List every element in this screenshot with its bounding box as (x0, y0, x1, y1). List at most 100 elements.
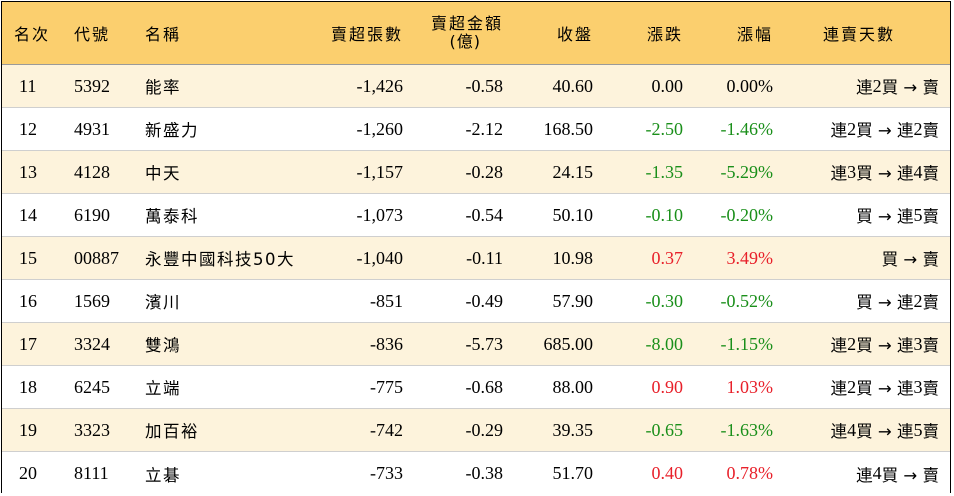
cell-sell-lots: -733 (370, 463, 403, 483)
cell-close: 57.90 (552, 290, 594, 311)
cell-sell-amount: -0.29 (465, 419, 504, 440)
cell-name: 立端 (145, 379, 181, 398)
cell-sell-amount: -0.28 (465, 161, 504, 182)
cell-code: 3323 (74, 419, 110, 440)
cell-close: 40.60 (552, 75, 594, 96)
cell-rank: 20 (19, 463, 37, 483)
table-row: 15 00887 永豐中國科技50大 -1,040 -0.11 10.98 0.37 3.49… (2, 237, 950, 280)
cell-rank: 12 (19, 118, 37, 139)
cell-change: -0.65 (645, 419, 684, 440)
cell-sell-lots: -1,073 (356, 204, 404, 225)
cell-change: -0.30 (645, 290, 684, 311)
header-close: 收盤 (556, 25, 593, 44)
cell-close: 39.35 (552, 419, 594, 440)
cell-code: 00887 (74, 247, 119, 268)
table-row: 19 3323 加百裕 -742 -0.29 39.35 -0.65 -1.63% 連 4 買 … (2, 409, 950, 452)
cell-name: 雙鴻 (145, 336, 181, 355)
cell-rank: 11 (19, 75, 37, 96)
cell-change: 0.37 (651, 247, 684, 268)
cell-sell-lots: -1,426 (356, 75, 404, 96)
cell-rank: 13 (19, 161, 37, 182)
header-sell-amount-unit: (億) (449, 32, 481, 51)
cell-change-pct: -1.63% (720, 419, 774, 440)
cell-close: 685.00 (543, 333, 594, 354)
header-change: 漲跌 (646, 25, 683, 44)
cell-streak: 連 2 買 → 賣 (856, 75, 939, 98)
cell-sell-lots: -1,157 (356, 161, 404, 182)
cell-sell-amount: -0.68 (465, 376, 504, 397)
cell-rank: 18 (19, 376, 37, 397)
cell-change-pct: 0.78% (726, 463, 774, 483)
cell-change: -8.00 (645, 333, 684, 354)
header-sell-amount-label: 賣超金額 (430, 14, 503, 33)
header-streak: 連賣天數 (822, 25, 895, 44)
cell-change: 0.90 (651, 376, 684, 397)
header-change-pct: 漲幅 (736, 25, 773, 44)
cell-change-pct: -0.52% (720, 290, 774, 311)
header-name: 名稱 (145, 25, 182, 44)
cell-change: 0.00 (651, 75, 684, 96)
cell-change-pct: 1.03% (726, 376, 774, 397)
table-row: 17 3324 雙鴻 -836 -5.73 685.00 -8.00 -1.15% 連 2 買 … (2, 323, 950, 366)
cell-close: 50.10 (552, 204, 594, 225)
cell-sell-lots: -851 (370, 290, 403, 311)
cell-rank: 14 (19, 204, 37, 225)
cell-sell-amount: -0.11 (466, 247, 503, 268)
cell-code: 6245 (74, 376, 110, 397)
cell-name: 中天 (145, 164, 181, 183)
cell-streak: 連 2 買 → 連 2 賣 (830, 118, 939, 141)
cell-sell-lots: -742 (370, 419, 403, 440)
cell-name: 萬泰科 (145, 207, 199, 226)
cell-sell-amount: -0.49 (465, 290, 504, 311)
table-row: 14 6190 萬泰科 -1,073 -0.54 50.10 -0.10 -0.20% 買 → … (2, 194, 950, 237)
cell-streak: 買 → 賣 (881, 250, 939, 269)
header-sell-amount: 賣超金額 (億) (402, 2, 503, 64)
cell-change: 0.40 (651, 463, 684, 483)
cell-streak: 連 3 買 → 連 4 賣 (830, 161, 939, 184)
cell-streak: 連 2 買 → 連 3 賣 (830, 376, 939, 399)
cell-sell-amount: -0.58 (465, 75, 504, 96)
cell-rank: 15 (19, 247, 37, 268)
cell-sell-lots: -1,040 (356, 247, 404, 268)
cell-change: -2.50 (645, 118, 684, 139)
table-row: 11 5392 能率 -1,426 -0.58 40.60 0.00 0.00% 連 2 買 →… (2, 65, 950, 108)
header-code: 代號 (74, 25, 111, 44)
cell-close: 168.50 (543, 118, 594, 139)
cell-code: 6190 (74, 204, 110, 225)
cell-rank: 19 (19, 419, 37, 440)
cell-code: 3324 (74, 333, 110, 354)
cell-change: -1.35 (645, 161, 684, 182)
cell-rank: 16 (19, 290, 37, 311)
cell-change-pct: -1.15% (720, 333, 774, 354)
cell-name: 新盛力 (145, 121, 199, 140)
cell-change-pct: -0.20% (720, 204, 774, 225)
cell-change-pct: 3.49% (726, 247, 774, 268)
header-sell-lots: 賣超張數 (330, 25, 403, 44)
cell-close: 10.98 (552, 247, 594, 268)
cell-sell-lots: -775 (370, 376, 403, 397)
cell-name: 立碁 (145, 465, 181, 485)
cell-code: 8111 (74, 463, 109, 483)
cell-close: 24.15 (552, 161, 594, 182)
cell-change-pct: -1.46% (720, 118, 774, 139)
cell-code: 4128 (74, 161, 110, 182)
cell-change-pct: 0.00% (726, 75, 774, 96)
cell-code: 5392 (74, 75, 110, 96)
cell-name: 能率 (145, 78, 181, 97)
cell-sell-lots: -1,260 (356, 118, 404, 139)
cell-close: 51.70 (552, 463, 594, 483)
table-header: 名次 代號 名稱 賣超張數 賣超金額 (億) 收盤 漲跌 漲幅 連賣天數 (2, 2, 950, 65)
cell-sell-amount: -2.12 (465, 118, 504, 139)
cell-code: 1569 (74, 290, 110, 311)
table-row: 16 1569 濱川 -851 -0.49 57.90 -0.30 -0.52% 買 → 連 2… (2, 280, 950, 323)
cell-sell-amount: -0.38 (465, 463, 504, 483)
cell-streak: 連 4 買 → 賣 (856, 463, 939, 485)
table-row: 20 8111 立碁 -733 -0.38 51.70 0.40 0.78% 連 4 買 → 賣 (2, 452, 950, 495)
header-rank: 名次 (14, 25, 51, 44)
table-row: 18 6245 立端 -775 -0.68 88.00 0.90 1.03% 連 2 買 → 連… (2, 366, 950, 409)
cell-streak: 買 → 連 2 賣 (856, 290, 939, 313)
cell-close: 88.00 (552, 376, 594, 397)
table-row: 12 4931 新盛力 -1,260 -2.12 168.50 -2.50 -1.46% 連 2… (2, 108, 950, 151)
cell-rank: 17 (19, 333, 37, 354)
